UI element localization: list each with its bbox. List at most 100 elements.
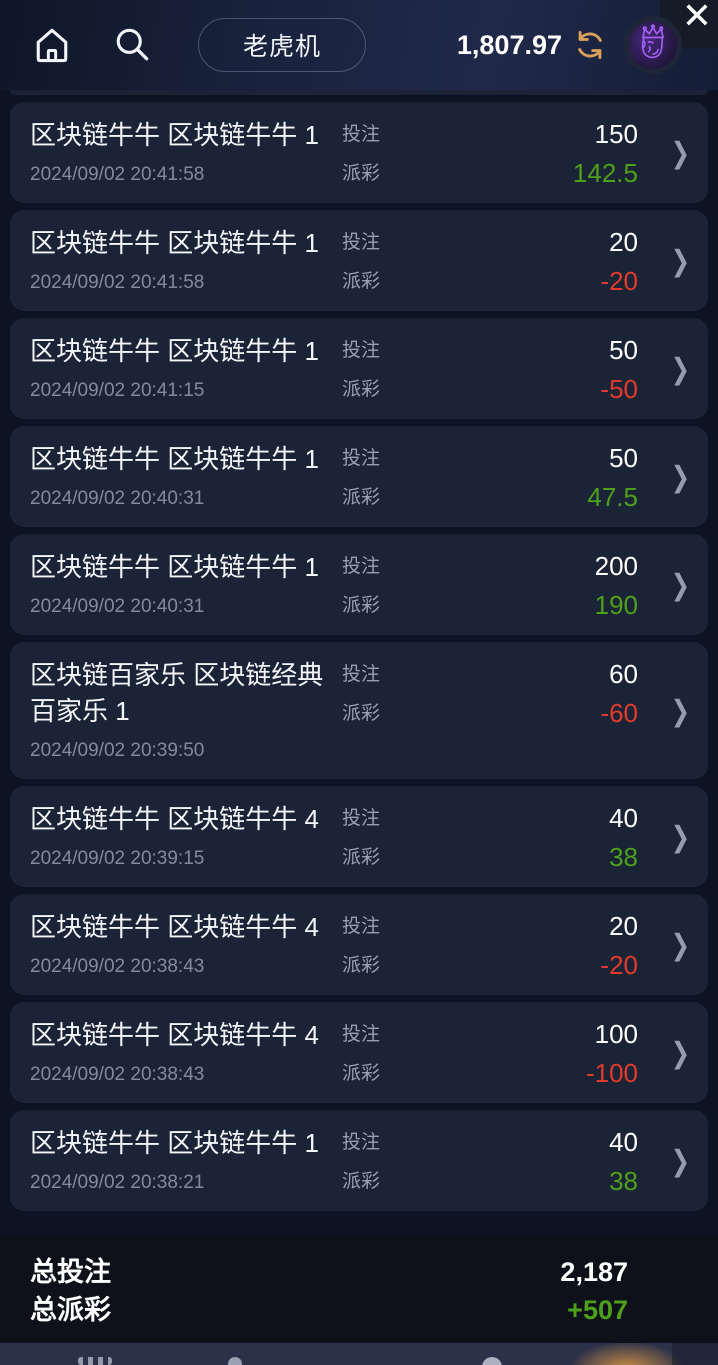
bet-record-card[interactable]: 区块链百家乐 区块链经典百家乐 1 2024/09/02 20:39:50 投注… — [10, 642, 708, 779]
bet-record-card[interactable]: 区块链牛牛 区块链牛牛 1 2024/09/02 20:41:58 投注 派彩 … — [10, 210, 708, 311]
bet-label: 投注 — [342, 448, 381, 469]
search-button[interactable] — [110, 23, 154, 67]
record-timestamp: 2024/09/02 20:38:21 — [30, 1172, 205, 1193]
bet-record-card[interactable]: 区块链牛牛 区块链牛牛 1 2024/09/02 20:41:15 投注 派彩 … — [10, 318, 708, 419]
record-timestamp: 2024/09/02 20:40:31 — [30, 488, 205, 509]
chevron-right-icon: ❯ — [670, 1143, 690, 1177]
record-values-column: 60 -60 — [428, 657, 638, 730]
bet-amount: 20 — [609, 227, 638, 257]
record-values-column: 50 -50 — [428, 333, 638, 406]
balance-group: 1,807.97 — [457, 27, 608, 63]
chevron-right-icon: ❯ — [670, 1035, 690, 1069]
bet-amount: 150 — [594, 119, 638, 149]
payout-label: 派彩 — [342, 703, 381, 724]
bet-label: 投注 — [342, 916, 381, 937]
record-labels-column: 投注 派彩 — [342, 333, 428, 405]
home-icon — [30, 23, 74, 67]
chevron-right-icon: ❯ — [670, 693, 690, 727]
bet-record-card[interactable]: 区块链牛牛 区块链牛牛 4 2024/09/02 20:38:43 投注 派彩 … — [10, 894, 708, 995]
balance-amount: 1,807.97 — [456, 29, 562, 60]
payout-label: 派彩 — [342, 1171, 381, 1192]
payout-label: 派彩 — [342, 163, 381, 184]
record-left-column: 区块链牛牛 区块链牛牛 1 2024/09/02 20:41:58 — [30, 225, 342, 298]
chevron-right-icon: ❯ — [670, 351, 690, 385]
bet-record-card[interactable]: 区块链牛牛 区块链牛牛 1 2024/09/02 20:40:31 投注 派彩 … — [10, 534, 708, 635]
game-title: 区块链牛牛 区块链牛牛 1 — [30, 444, 319, 474]
total-bet-label: 总投注 — [30, 1257, 111, 1287]
total-payout-label: 总派彩 — [30, 1295, 111, 1325]
nav-corner-shade — [672, 1343, 718, 1365]
record-values-column: 20 -20 — [428, 225, 638, 298]
nav-icon-glow — [572, 1343, 682, 1365]
bet-record-card[interactable]: 区块链牛牛 区块链牛牛 1 2024/09/02 20:38:21 投注 派彩 … — [10, 1110, 708, 1211]
bet-amount: 60 — [609, 659, 638, 689]
top-bar: 老虎机 1,807.97 — [0, 0, 718, 90]
game-title: 区块链牛牛 区块链牛牛 4 — [30, 1020, 319, 1050]
record-values-column: 20 -20 — [428, 909, 638, 982]
payout-amount: -20 — [600, 266, 638, 296]
category-selector[interactable]: 老虎机 — [198, 18, 366, 72]
chevron-right-icon: ❯ — [670, 459, 690, 493]
bet-record-list: 区块链牛牛 区块链牛牛 1 2024/09/02 20:41:58 投注 派彩 … — [0, 90, 718, 1236]
bet-record-card[interactable]: 区块链牛牛 区块链牛牛 4 2024/09/02 20:38:43 投注 派彩 … — [10, 1002, 708, 1103]
record-values-column: 150 142.5 — [428, 117, 638, 190]
record-labels-column: 投注 派彩 — [342, 1125, 428, 1197]
payout-amount: 142.5 — [572, 158, 638, 188]
close-icon: ✕ — [681, 0, 712, 36]
home-button[interactable] — [30, 23, 74, 67]
record-timestamp: 2024/09/02 20:40:31 — [30, 596, 205, 617]
total-bet-value: 2,187 — [560, 1257, 628, 1287]
bet-amount: 200 — [594, 551, 638, 581]
game-title: 区块链牛牛 区块链牛牛 1 — [30, 120, 319, 150]
payout-amount: -60 — [600, 698, 638, 728]
bet-amount: 50 — [609, 443, 638, 473]
bet-amount: 50 — [609, 335, 638, 365]
bet-record-card[interactable]: 区块链牛牛 区块链牛牛 1 2024/09/02 20:41:58 投注 派彩 … — [10, 102, 708, 203]
payout-amount: 47.5 — [587, 482, 638, 512]
game-title: 区块链牛牛 区块链牛牛 1 — [30, 228, 319, 258]
nav-icon-peek-2 — [228, 1357, 242, 1365]
record-labels-column: 投注 派彩 — [342, 1017, 428, 1089]
record-values-column: 200 190 — [428, 549, 638, 622]
record-left-column: 区块链牛牛 区块链牛牛 4 2024/09/02 20:38:43 — [30, 1017, 342, 1090]
total-payout-row: 总派彩 +507 — [30, 1291, 688, 1329]
category-label: 老虎机 — [242, 33, 321, 61]
record-left-column: 区块链牛牛 区块链牛牛 1 2024/09/02 20:38:21 — [30, 1125, 342, 1198]
bet-label: 投注 — [342, 340, 381, 361]
bet-label: 投注 — [342, 232, 381, 253]
payout-amount: -100 — [585, 1058, 638, 1088]
payout-amount: -20 — [600, 950, 638, 980]
record-left-column: 区块链牛牛 区块链牛牛 1 2024/09/02 20:41:58 — [30, 117, 342, 190]
bet-record-card[interactable]: 区块链牛牛 区块链牛牛 1 2024/09/02 20:40:31 投注 派彩 … — [10, 426, 708, 527]
game-title: 区块链牛牛 区块链牛牛 4 — [30, 804, 319, 834]
bet-amount: 40 — [609, 803, 638, 833]
partial-card-above — [10, 90, 708, 95]
refresh-balance-button[interactable] — [572, 27, 608, 63]
payout-label: 派彩 — [342, 487, 381, 508]
bet-label: 投注 — [342, 1024, 381, 1045]
payout-amount: 38 — [609, 1166, 638, 1196]
payout-label: 派彩 — [342, 955, 381, 976]
record-timestamp: 2024/09/02 20:39:50 — [30, 740, 205, 761]
user-avatar[interactable] — [624, 16, 682, 74]
record-timestamp: 2024/09/02 20:38:43 — [30, 956, 205, 977]
record-left-column: 区块链牛牛 区块链牛牛 1 2024/09/02 20:40:31 — [30, 549, 342, 622]
bet-amount: 20 — [609, 911, 638, 941]
record-labels-column: 投注 派彩 — [342, 801, 428, 873]
nav-icon-peek-3 — [482, 1357, 502, 1365]
chevron-right-icon: ❯ — [670, 243, 690, 277]
bet-amount: 40 — [609, 1127, 638, 1157]
record-left-column: 区块链牛牛 区块链牛牛 4 2024/09/02 20:39:15 — [30, 801, 342, 874]
record-left-column: 区块链牛牛 区块链牛牛 4 2024/09/02 20:38:43 — [30, 909, 342, 982]
record-timestamp: 2024/09/02 20:41:15 — [30, 380, 205, 401]
payout-label: 派彩 — [342, 595, 381, 616]
refresh-icon — [572, 27, 608, 63]
close-button[interactable]: ✕ — [682, 0, 712, 38]
game-title: 区块链牛牛 区块链牛牛 1 — [30, 336, 319, 366]
bet-record-card[interactable]: 区块链牛牛 区块链牛牛 4 2024/09/02 20:39:15 投注 派彩 … — [10, 786, 708, 887]
bet-label: 投注 — [342, 124, 381, 145]
payout-label: 派彩 — [342, 1063, 381, 1084]
record-labels-column: 投注 派彩 — [342, 549, 428, 621]
chevron-right-icon: ❯ — [670, 927, 690, 961]
